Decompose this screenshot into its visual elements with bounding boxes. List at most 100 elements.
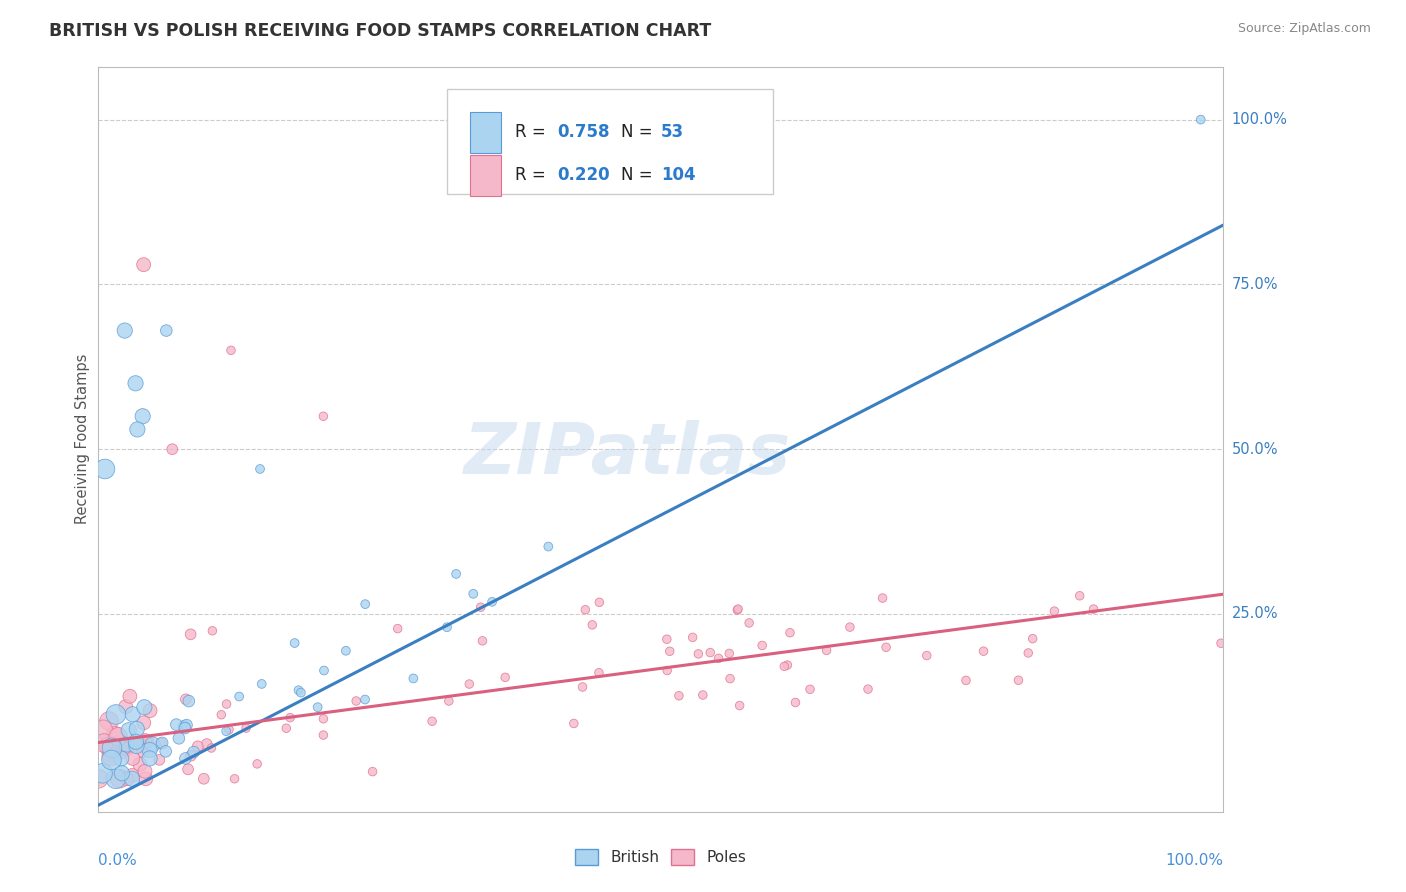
Point	[100, 753, 122, 767]
Point	[136, 735, 159, 749]
Point	[437, 694, 460, 708]
Point	[354, 597, 377, 611]
Text: 75.0%: 75.0%	[1232, 277, 1278, 292]
Text: BRITISH VS POLISH RECEIVING FOOD STAMPS CORRELATION CHART: BRITISH VS POLISH RECEIVING FOOD STAMPS …	[49, 22, 711, 40]
Bar	[470, 155, 501, 195]
Point	[246, 756, 269, 771]
Point	[134, 733, 156, 747]
Point	[682, 631, 704, 645]
Point	[201, 624, 224, 638]
Point	[149, 736, 172, 750]
Point	[87, 772, 110, 786]
Point	[973, 644, 995, 658]
Point	[125, 739, 148, 753]
Point	[180, 748, 202, 763]
Legend: British, Poles: British, Poles	[569, 843, 752, 871]
Point	[219, 343, 242, 358]
Point	[132, 743, 155, 757]
Point	[799, 682, 821, 697]
Point	[134, 700, 156, 714]
Point	[1043, 604, 1066, 618]
Point	[131, 409, 153, 424]
Point	[494, 670, 516, 684]
Point	[471, 633, 494, 648]
Text: N =: N =	[621, 123, 658, 141]
Point	[1069, 589, 1091, 603]
Text: 100.0%: 100.0%	[1166, 853, 1223, 868]
Y-axis label: Receiving Food Stamps: Receiving Food Stamps	[75, 354, 90, 524]
Point	[955, 673, 977, 688]
Point	[167, 731, 190, 746]
Point	[588, 665, 610, 680]
Point	[177, 763, 200, 777]
Point	[176, 718, 198, 732]
Point	[692, 688, 714, 702]
Point	[436, 620, 458, 634]
Text: R =: R =	[515, 123, 551, 141]
Point	[174, 721, 197, 735]
Point	[121, 707, 143, 722]
Point	[93, 736, 115, 750]
Text: ZIPatlas: ZIPatlas	[464, 420, 790, 489]
Point	[657, 664, 679, 678]
Point	[115, 742, 138, 756]
Point	[124, 376, 146, 391]
Point	[209, 707, 232, 722]
Text: N =: N =	[621, 166, 658, 185]
Point	[312, 664, 335, 678]
Point	[134, 764, 156, 779]
Point	[177, 694, 200, 708]
Text: 0.0%: 0.0%	[98, 853, 138, 868]
Point	[200, 741, 222, 756]
Point	[1209, 636, 1232, 650]
Point	[718, 672, 741, 686]
Point	[1083, 602, 1105, 616]
Point	[148, 753, 170, 767]
Point	[155, 744, 177, 758]
Point	[387, 622, 409, 636]
Point	[235, 721, 257, 735]
Point	[215, 724, 238, 739]
Point	[218, 723, 240, 737]
Point	[104, 729, 127, 743]
Point	[481, 595, 503, 609]
Point	[114, 699, 136, 714]
Point	[875, 640, 897, 655]
Point	[581, 618, 603, 632]
Point	[463, 587, 485, 601]
Point	[162, 442, 184, 457]
Point	[571, 680, 593, 694]
Point	[361, 764, 384, 779]
Point	[785, 696, 807, 710]
Point	[688, 647, 710, 661]
Point	[668, 689, 690, 703]
Point	[470, 600, 492, 615]
Point	[128, 737, 150, 751]
Point	[537, 540, 560, 554]
Point	[1017, 646, 1039, 660]
Point	[132, 258, 155, 272]
Point	[193, 772, 215, 786]
Point	[125, 722, 148, 736]
Point	[751, 639, 773, 653]
Point	[228, 690, 250, 704]
Point	[249, 462, 271, 476]
Text: 100.0%: 100.0%	[1232, 112, 1288, 128]
Point	[121, 768, 143, 782]
Point	[839, 620, 862, 634]
Point	[815, 643, 838, 657]
Point	[115, 738, 138, 752]
Point	[111, 738, 134, 752]
Point	[779, 625, 801, 640]
Point	[104, 707, 127, 722]
Point	[91, 766, 114, 780]
FancyBboxPatch shape	[447, 89, 773, 194]
Point	[111, 766, 134, 780]
Point	[111, 745, 134, 759]
Point	[776, 658, 799, 673]
Point	[118, 723, 141, 738]
Point	[173, 719, 195, 733]
Point	[444, 566, 467, 581]
Point	[562, 716, 585, 731]
Point	[915, 648, 938, 663]
